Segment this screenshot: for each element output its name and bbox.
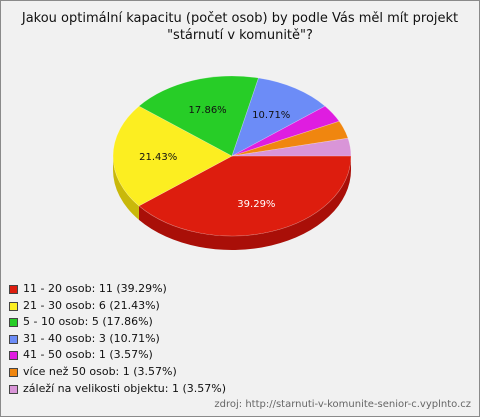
legend-swatch xyxy=(9,334,18,344)
legend-label: záleží na velikosti objektu: 1 (3.57%) xyxy=(23,381,226,395)
legend-swatch xyxy=(9,301,18,311)
pie-data-label-3: 10.71% xyxy=(252,110,290,121)
pie-slice-6 xyxy=(231,137,352,157)
legend-label: 21 - 30 osob: 6 (21.43%) xyxy=(23,298,160,312)
pie-slice-1 xyxy=(112,105,233,207)
legend-swatch xyxy=(9,367,18,377)
pie-data-label-1: 21.43% xyxy=(139,152,177,163)
pie-slice-3 xyxy=(231,77,326,157)
pie-data-label-2: 17.86% xyxy=(189,105,227,116)
pie-slice-5 xyxy=(231,120,349,157)
legend-item: 21 - 30 osob: 6 (21.43%) xyxy=(9,298,226,315)
legend-item: 5 - 10 osob: 5 (17.86%) xyxy=(9,314,226,331)
legend-swatch xyxy=(9,318,18,328)
pie-slice-2 xyxy=(138,75,259,157)
pie-side-0 xyxy=(138,156,351,251)
legend-item: 11 - 20 osob: 11 (39.29%) xyxy=(9,281,226,298)
legend-item: záleží na velikosti objektu: 1 (3.57%) xyxy=(9,381,226,398)
pie-side-1 xyxy=(113,156,139,220)
legend-label: 5 - 10 osob: 5 (17.86%) xyxy=(23,315,153,329)
pie-slice-0 xyxy=(138,155,352,237)
legend-swatch xyxy=(9,285,18,294)
pie-data-labels: 39.29% 21.43% 17.86% 10.71% xyxy=(139,105,290,210)
pie-slices xyxy=(112,75,352,237)
pie-data-label-0: 39.29% xyxy=(237,199,275,210)
legend-item: více než 50 osob: 1 (3.57%) xyxy=(9,364,226,381)
chart-title: Jakou optimální kapacitu (počet osob) by… xyxy=(1,10,479,44)
legend-swatch xyxy=(9,351,18,361)
legend-label: více než 50 osob: 1 (3.57%) xyxy=(23,364,177,378)
legend-label: 31 - 40 osob: 3 (10.71%) xyxy=(23,331,160,345)
legend-label: 11 - 20 osob: 11 (39.29%) xyxy=(23,282,167,295)
legend-label: 41 - 50 osob: 1 (3.57%) xyxy=(23,348,153,362)
legend-swatch xyxy=(9,384,18,394)
source-note: zdroj: http://starnuti-v-komunite-senior… xyxy=(214,399,471,410)
chart-title-line-2: "stárnutí v komunitě"? xyxy=(167,28,313,43)
pie-slice-4 xyxy=(231,105,340,157)
chart-legend: 11 - 20 osob: 11 (39.29%) 21 - 30 osob: 6… xyxy=(9,281,226,397)
legend-item: 31 - 40 osob: 3 (10.71%) xyxy=(9,331,226,348)
chart-title-line-1: Jakou optimální kapacitu (počet osob) by… xyxy=(21,11,459,26)
legend-item: 41 - 50 osob: 1 (3.57%) xyxy=(9,347,226,364)
pie-depth xyxy=(113,156,351,251)
